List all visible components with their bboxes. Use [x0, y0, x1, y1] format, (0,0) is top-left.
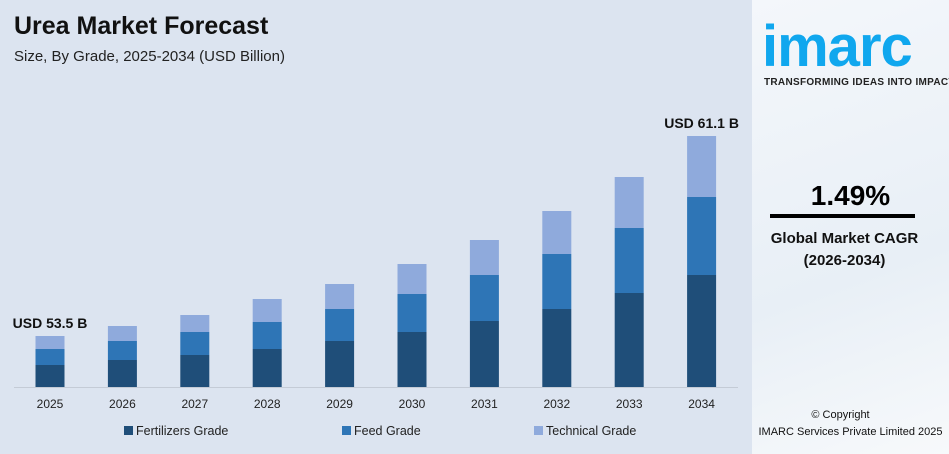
bar-segment	[180, 332, 210, 355]
bar-segment	[252, 299, 282, 322]
copyright: © Copyright	[811, 409, 870, 421]
chart-panel: Urea Market Forecast Size, By Grade, 202…	[0, 0, 752, 454]
legend-label: Feed Grade	[354, 424, 421, 438]
x-tick-label: 2027	[181, 397, 208, 411]
bar-segment	[107, 360, 137, 387]
bar-segment	[107, 326, 137, 341]
company-name: IMARC Services Private Limited 2025	[758, 426, 943, 438]
bar-segment	[542, 254, 572, 309]
x-tick-label: 2030	[399, 397, 426, 411]
cagr-value: 1.49%	[810, 180, 891, 211]
bar-segment	[397, 264, 427, 294]
x-tick-label: 2025	[37, 397, 64, 411]
bar-segment	[542, 309, 572, 387]
cagr-period: (2026-2034)	[803, 252, 886, 269]
x-tick-label: 2034	[688, 397, 715, 411]
bar-segment	[180, 355, 210, 387]
x-tick-label: 2029	[326, 397, 353, 411]
x-tick-label: 2031	[471, 397, 498, 411]
legend-swatch	[342, 426, 351, 435]
chart-subtitle: Size, By Grade, 2025-2034 (USD Billion)	[14, 48, 285, 65]
divider	[770, 214, 915, 218]
bar-segment	[325, 309, 355, 341]
bar-segment	[325, 341, 355, 387]
x-tick-label: 2028	[254, 397, 281, 411]
x-tick-label: 2033	[616, 397, 643, 411]
legend-label: Technical Grade	[546, 424, 636, 438]
bar-segment	[397, 294, 427, 332]
bar-segment	[35, 349, 65, 365]
legend-label: Fertilizers Grade	[136, 424, 228, 438]
bar-segment	[180, 315, 210, 332]
bar-segment	[35, 365, 65, 387]
stacked-bar-chart: 2025 2026 2027 2028 2029 2030 2031 2032 2033 2034…	[13, 115, 739, 438]
bar-segment	[35, 336, 65, 349]
bar-segment	[397, 332, 427, 387]
bar-segment	[614, 293, 644, 387]
x-tick-label: 2032	[543, 397, 570, 411]
x-tick-label: 2026	[109, 397, 136, 411]
bar-segment	[252, 322, 282, 349]
bar-segment	[614, 228, 644, 293]
cagr-label: Global Market CAGR	[770, 230, 919, 247]
legend-swatch	[124, 426, 133, 435]
bar-segment	[252, 349, 282, 387]
total-label: USD 61.1 B	[664, 115, 739, 131]
bar-segment	[687, 275, 717, 387]
bar-segment	[469, 275, 499, 321]
bar-segment	[325, 284, 355, 309]
bar-segment	[469, 240, 499, 275]
bar-segment	[614, 177, 644, 228]
bar-segment	[469, 321, 499, 387]
bar-segment	[542, 211, 572, 254]
bar-segment	[107, 341, 137, 360]
legend-swatch	[534, 426, 543, 435]
bar-segment	[687, 197, 717, 275]
info-panel: imarc TRANSFORMING IDEAS INTO IMPACT 1.4…	[752, 0, 949, 454]
imarc-logo: imarc	[762, 14, 913, 79]
chart-title: Urea Market Forecast	[14, 12, 269, 40]
tagline: TRANSFORMING IDEAS INTO IMPACT	[764, 77, 949, 88]
bar-segment	[687, 136, 717, 197]
total-label: USD 53.5 B	[13, 315, 88, 331]
